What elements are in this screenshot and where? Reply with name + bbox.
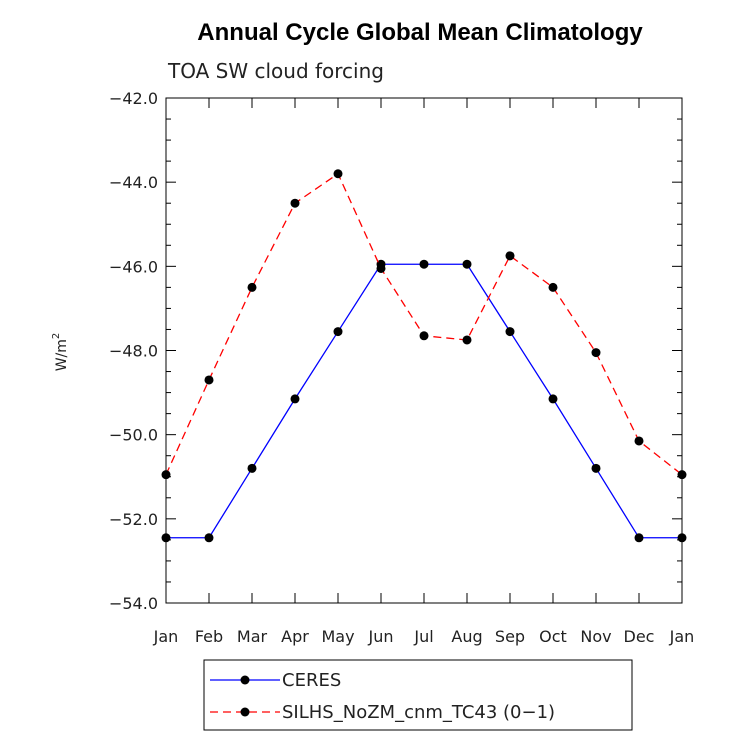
y-tick-label: −48.0 [109, 342, 158, 361]
data-point-ceres [333, 327, 343, 337]
legend-label-silhs: SILHS_NoZM_cnm_TC43 (0−1) [282, 702, 555, 723]
chart-title: Annual Cycle Global Mean Climatology [197, 19, 643, 46]
data-point-silhs [634, 436, 644, 446]
x-tick-label: Oct [539, 627, 567, 646]
data-point-silhs [290, 198, 300, 208]
y-tick-label: −52.0 [109, 510, 158, 529]
x-tick-label: Jan [153, 627, 179, 646]
y-tick-label: −42.0 [109, 89, 158, 108]
data-point-silhs [677, 470, 687, 480]
data-point-ceres [548, 394, 558, 404]
chart-subtitle: TOA SW cloud forcing [167, 59, 384, 83]
x-tick-label: May [321, 627, 354, 646]
y-axis-label-superscript: 2 [51, 333, 62, 339]
data-point-silhs [333, 169, 343, 179]
data-point-ceres [634, 533, 644, 543]
legend-label-ceres: CERES [282, 670, 341, 691]
data-point-silhs [161, 470, 171, 480]
data-point-ceres [505, 327, 515, 337]
x-tick-label: Sep [495, 627, 525, 646]
data-point-ceres [677, 533, 687, 543]
data-point-silhs [462, 335, 472, 345]
legend: CERES SILHS_NoZM_cnm_TC43 (0−1) [203, 659, 633, 731]
series-line-silhs [165, 172, 683, 476]
legend-marker-silhs [240, 707, 250, 717]
data-point-ceres [161, 533, 171, 543]
x-tick-label: Jul [413, 627, 433, 646]
data-point-silhs [548, 282, 558, 292]
data-point-silhs [591, 348, 601, 358]
x-tick-label: Mar [237, 627, 268, 646]
x-tick-label: Jan [669, 627, 695, 646]
legend-box [203, 659, 633, 731]
data-point-ceres [247, 463, 257, 473]
data-point-ceres [204, 533, 214, 543]
x-tick-labels: Jan Feb Mar Apr May Jun Jul Aug Sep Oct Nov Dec Jan [153, 627, 695, 646]
data-point-silhs [204, 375, 214, 385]
data-point-silhs [505, 251, 515, 261]
data-point-ceres [290, 394, 300, 404]
legend-marker-ceres [240, 675, 250, 685]
series-layer [161, 169, 687, 543]
x-tick-label: Nov [580, 627, 611, 646]
x-tick-label: Feb [195, 627, 223, 646]
x-tick-label: Apr [281, 627, 309, 646]
x-tick-label: Aug [451, 627, 482, 646]
y-tick-label: −54.0 [109, 594, 158, 613]
y-tick-label: −50.0 [109, 426, 158, 445]
y-tick-labels: −42.0 −44.0 −46.0 −48.0 −50.0 −52.0 −54.0 [109, 89, 158, 613]
data-point-ceres [419, 259, 429, 269]
plot-frame [165, 97, 683, 604]
data-point-silhs [247, 282, 257, 292]
x-tick-label: Dec [624, 627, 655, 646]
y-axis-label: W/m2 [51, 333, 70, 372]
data-point-ceres [591, 463, 601, 473]
data-point-silhs [419, 331, 429, 341]
axis-ticks [165, 97, 683, 604]
y-tick-label: −44.0 [109, 173, 158, 192]
data-point-silhs [376, 263, 386, 273]
y-axis-label-text: W/m [54, 339, 70, 371]
y-tick-label: −46.0 [109, 257, 158, 276]
x-tick-label: Jun [368, 627, 394, 646]
data-point-ceres [462, 259, 472, 269]
